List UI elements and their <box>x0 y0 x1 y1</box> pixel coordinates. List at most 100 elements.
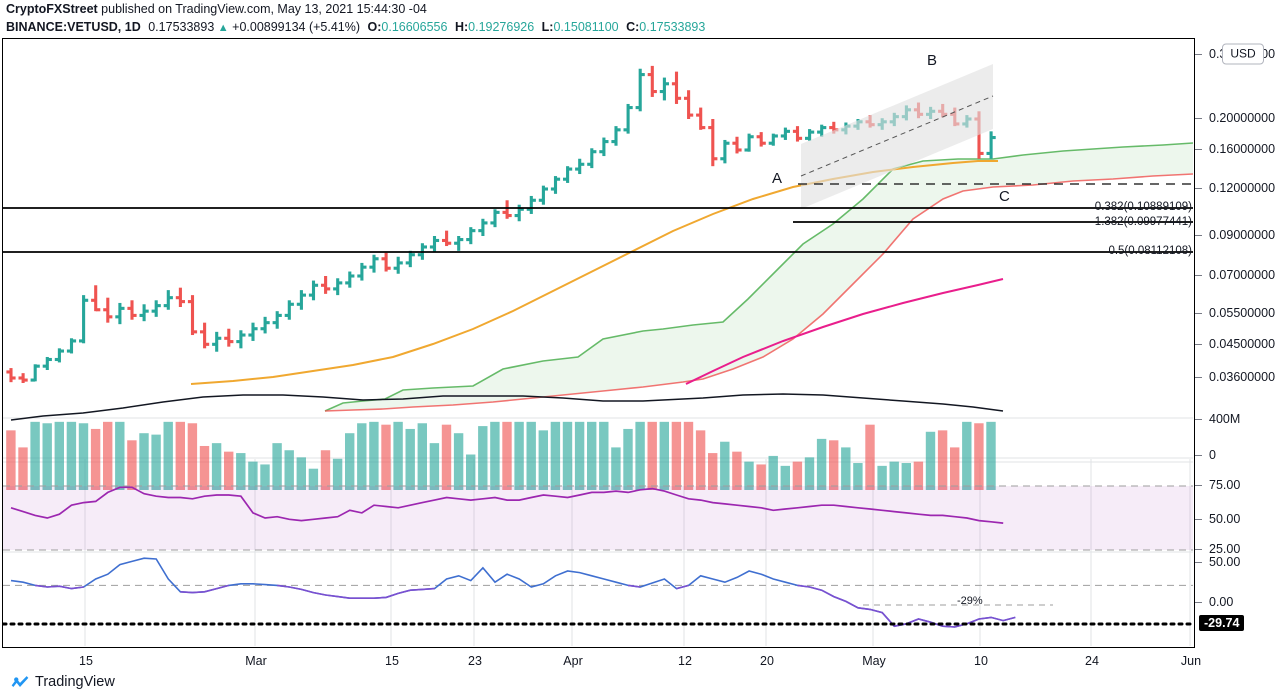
symbol-label[interactable]: BINANCE:VETUSD, 1D <box>6 20 141 34</box>
ichimoku-span-b-line <box>324 173 1193 412</box>
volume-bar <box>393 421 403 490</box>
volume-bar <box>151 434 161 490</box>
volume-bar <box>671 421 682 490</box>
momentum-line-negative <box>676 584 689 590</box>
volume-bar <box>490 421 500 490</box>
wave-label-b: B <box>927 52 938 69</box>
volume-bar <box>66 421 77 490</box>
volume-bar <box>127 440 137 490</box>
rsi-band-fill <box>3 486 1193 550</box>
date-axis-label-0: 15 <box>79 654 93 668</box>
momentum-line-negative <box>180 584 230 594</box>
rsi-axis-label-0: 75.00 <box>1209 478 1241 492</box>
volume-bar <box>236 453 246 490</box>
volume-bar <box>369 421 379 490</box>
volume-bar <box>538 430 548 490</box>
volume-bar <box>163 421 173 490</box>
axis-tick <box>1195 235 1202 236</box>
volume-bar <box>90 428 101 490</box>
volume-bar <box>708 453 718 490</box>
momentum-line-negative <box>35 584 84 590</box>
volume-bar <box>308 468 319 490</box>
date-axis-label-7: May <box>862 654 886 668</box>
volume-bar <box>974 423 984 490</box>
volume-bar <box>889 461 899 490</box>
axis-tick <box>1195 275 1202 276</box>
volume-bar <box>950 447 960 490</box>
rsi-axis-label-2: 25.00 <box>1209 542 1241 556</box>
rsi-axis-label-1: 50.00 <box>1209 512 1241 526</box>
volume-bar <box>429 443 440 490</box>
date-axis-label-6: 20 <box>760 654 774 668</box>
volume-bar <box>502 421 512 490</box>
low-label: L: <box>541 20 554 34</box>
chart-canvas[interactable] <box>3 39 1193 646</box>
date-axis-label-10: Jun <box>1180 654 1202 668</box>
volume-bar <box>199 445 210 490</box>
volume-bar <box>332 458 343 490</box>
momentum-axis-label-0: 50.00 <box>1209 555 1241 569</box>
price-axis-label-7: 0.04500000 <box>1209 337 1276 351</box>
close-value: 0.17533893 <box>639 20 706 34</box>
volume-bar <box>562 421 573 490</box>
axis-tick <box>1195 562 1202 563</box>
volume-bar <box>756 464 766 490</box>
volume-bar <box>877 465 887 490</box>
price-axis-label-2: 0.16000000 <box>1209 142 1276 156</box>
chart-footer: TradingView <box>0 668 1287 698</box>
volume-bar <box>574 421 585 490</box>
publisher-name: CryptoFXStreet <box>6 2 98 16</box>
volume-bar <box>744 461 754 490</box>
volume-bar <box>901 463 911 490</box>
volume-bar <box>986 421 996 490</box>
volume-bar <box>732 451 742 490</box>
volume-bar <box>466 454 476 490</box>
volume-bar <box>635 421 645 490</box>
currency-button[interactable]: USD <box>1222 43 1264 65</box>
tradingview-wordmark: TradingView <box>35 674 115 690</box>
volume-bar <box>248 461 258 490</box>
ichimoku-span-a-line <box>324 142 1193 412</box>
volume-bar <box>937 430 948 490</box>
price-axis-label-5: 0.07000000 <box>1209 268 1276 282</box>
volume-bar <box>526 421 536 490</box>
volume-bar <box>6 430 16 490</box>
volume-bar <box>30 421 40 490</box>
price-axis-label-3: 0.12000000 <box>1209 181 1276 195</box>
volume-bar <box>841 447 851 490</box>
volume-axis-label-1: 0 <box>1209 448 1216 462</box>
tradingview-mountain-icon <box>11 676 29 687</box>
volume-bar <box>816 438 827 490</box>
volume-axis-label-0: 400M <box>1209 412 1241 426</box>
volume-bar <box>18 447 28 490</box>
volume-bar <box>453 433 464 490</box>
volume-bar <box>599 421 609 490</box>
tradingview-logo[interactable]: TradingView <box>10 672 115 692</box>
volume-bar <box>320 450 331 490</box>
chart-plot-frame[interactable] <box>2 38 1195 648</box>
rsi-line <box>10 486 1004 524</box>
volume-bar <box>587 421 597 490</box>
published-text: published on TradingView.com, May 13, 20… <box>97 2 427 16</box>
volume-bar <box>514 421 524 490</box>
volume-bar <box>792 461 803 490</box>
volume-bar <box>357 423 367 490</box>
volume-bar <box>550 421 561 490</box>
volume-bar <box>925 431 936 490</box>
volume-bar <box>695 430 706 490</box>
volume-bar <box>296 457 306 490</box>
channel-midline <box>800 95 994 177</box>
momentum-line <box>10 557 1016 628</box>
chart-header: CryptoFXStreet published on TradingView.… <box>0 0 1287 36</box>
momentum-line-negative <box>277 584 435 599</box>
momentum-pct-label: -29% <box>957 595 983 607</box>
date-axis-label-3: 23 <box>468 654 482 668</box>
date-axis-label-4: Apr <box>563 654 583 668</box>
volume-bar <box>441 424 452 490</box>
wave-label-c: C <box>999 188 1010 205</box>
axis-tick <box>1195 455 1202 456</box>
axis-tick <box>1195 149 1202 150</box>
volume-bar <box>417 423 427 490</box>
price-axis[interactable]: 0.300000000.200000000.160000000.12000000… <box>1195 38 1287 648</box>
